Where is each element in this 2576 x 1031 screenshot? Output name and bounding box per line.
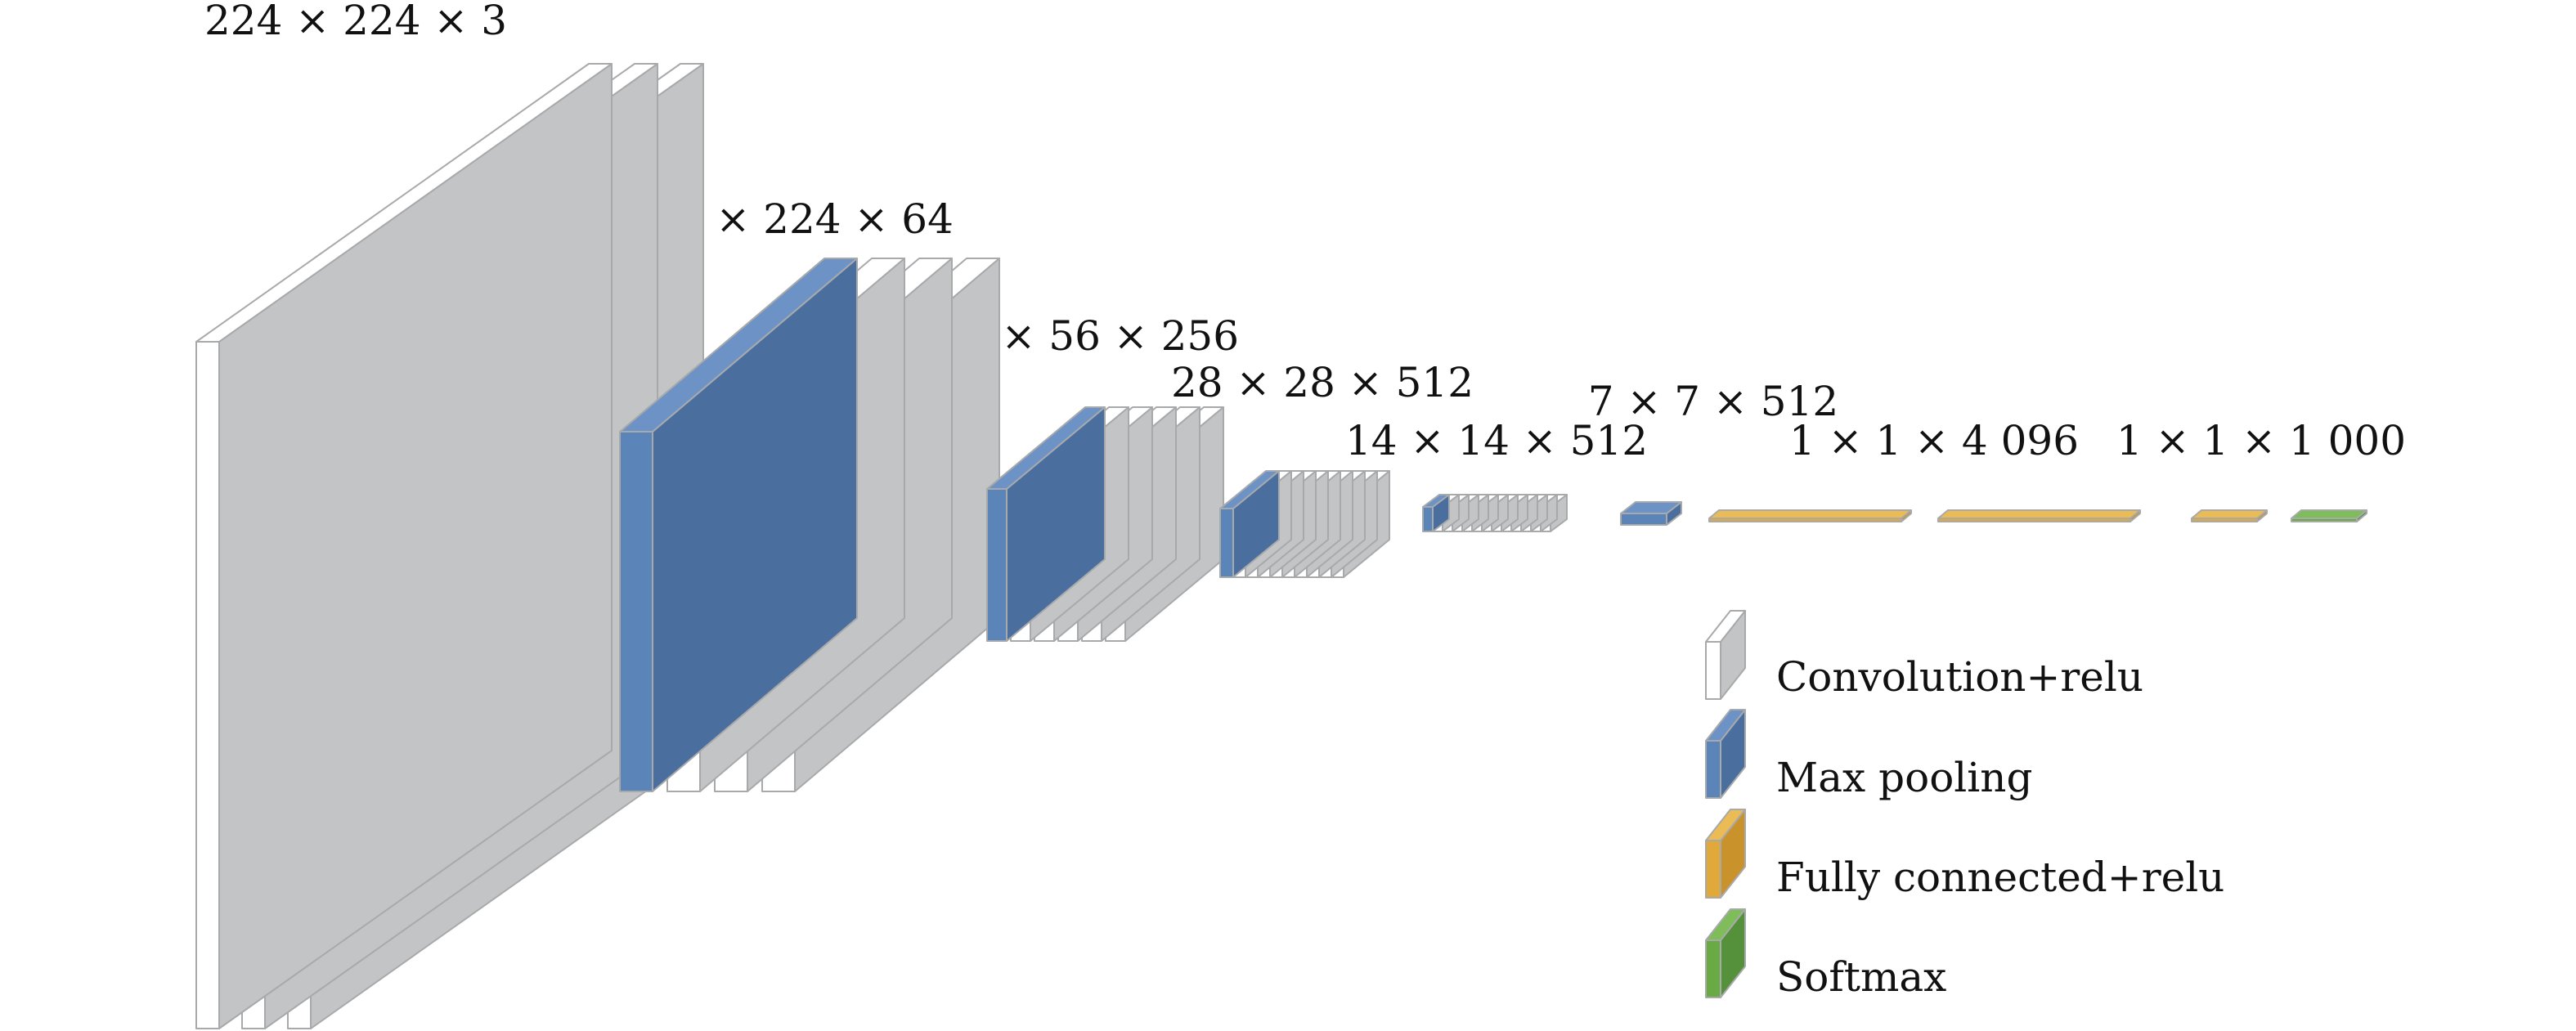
stage-label-5: 14 × 14 × 512 [1345,417,1648,464]
stage-8-fc-block-1-top [2191,509,2268,519]
legend-conv-icon-front [1705,641,1721,700]
stage-8-softmax-block-2-front [2291,518,2358,522]
stage-3-pool-block-1-front [986,488,1008,642]
stage-label-6: 7 × 7 × 512 [1588,378,1838,425]
legend-fc-icon [1705,809,1746,899]
legend-softmax-icon [1705,908,1746,998]
stage-7 [1708,509,2141,522]
stage-7-fc-block-1 [1708,509,1912,522]
stage-7-fc-block-2-top [1937,509,2141,519]
stage-label-8: 1 × 1 × 1 000 [2116,417,2406,464]
stage-6-pool-block-1-front [1620,513,1667,526]
legend-pool-icon [1705,709,1746,799]
layer-blocks [195,63,2367,1029]
legend-conv-icon [1705,610,1746,700]
stage-7-fc-block-1-front [1708,518,1902,522]
stage-4 [1219,470,1390,578]
legend-icons [1705,610,1746,998]
stage-3 [986,406,1224,642]
stage-8 [2191,509,2367,522]
stage-4-pool-block-1 [1219,470,1280,578]
stage-8-softmax-block-2 [2291,509,2367,522]
legend-label-pool: Max pooling [1776,754,2033,801]
stage-8-fc-block-1 [2191,509,2268,522]
stage-label-1: 224 × 224 × 3 [204,0,507,44]
stage-1-conv-block-1-front [195,341,220,1029]
stage-8-softmax-block-2-top [2291,509,2367,519]
legend-label-conv: Convolution+relu [1776,653,2143,701]
legend-label-fc: Fully connected+relu [1776,854,2224,901]
stage-5-pool-block-1-front [1422,506,1434,532]
stage-5-pool-block-1 [1422,494,1450,532]
stage-2-pool-block-1 [619,258,858,792]
legend-label-softmax: Softmax [1776,953,1946,1001]
legend-softmax-icon-front [1705,939,1721,998]
legend-pool-icon-front [1705,740,1721,799]
stage-1-conv-block-1 [195,63,613,1029]
stage-6 [1620,501,1682,526]
stage-label-7: 1 × 1 × 4 096 [1789,417,2079,464]
stage-2-pool-block-1-front [619,431,653,792]
stage-7-fc-block-2-front [1937,518,2131,522]
stage-2 [619,258,1000,792]
stage-label-4: 28 × 28 × 512 [1171,359,1474,406]
stage-1 [195,63,704,1029]
stage-5 [1422,494,1568,532]
legend-fc-icon-front [1705,840,1721,899]
stage-1-conv-block-1-side [218,63,613,1029]
stage-7-fc-block-2 [1937,509,2141,522]
stage-4-pool-block-1-front [1219,508,1234,578]
stage-8-fc-block-1-front [2191,518,2258,522]
stage-3-pool-block-1 [986,406,1106,642]
stage-7-fc-block-1-top [1708,509,1912,519]
stage-6-pool-block-1 [1620,501,1682,526]
